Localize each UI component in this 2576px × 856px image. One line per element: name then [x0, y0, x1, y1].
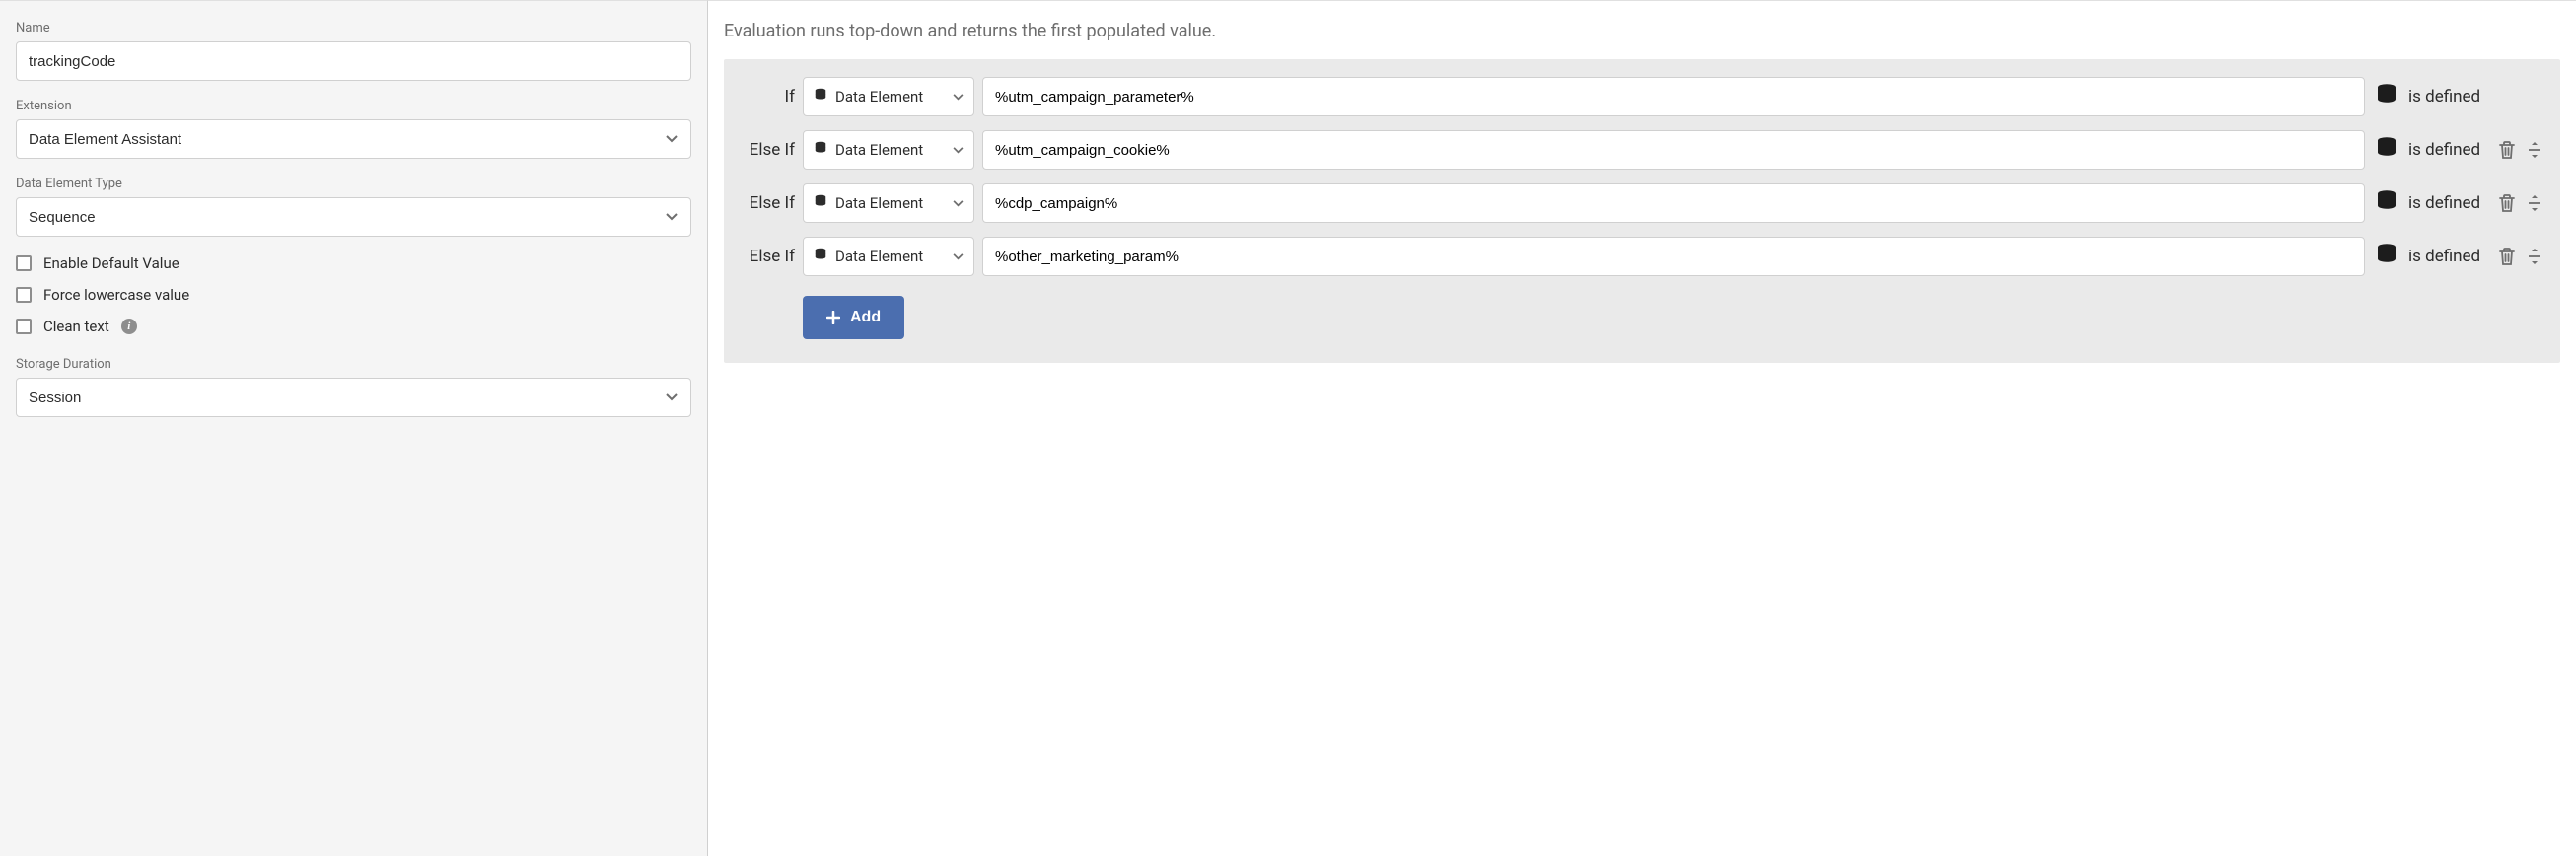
right-panel: Evaluation runs top-down and returns the…: [708, 0, 2576, 856]
database-icon: [814, 248, 827, 265]
condition-label: Else If: [740, 247, 795, 266]
database-picker-icon[interactable]: [2375, 83, 2398, 110]
delete-icon[interactable]: [2497, 140, 2517, 160]
default-value-checkbox-row: Enable Default Value: [16, 254, 691, 272]
name-field-group: Name: [16, 21, 691, 81]
condition-label: Else If: [740, 193, 795, 213]
database-picker-icon[interactable]: [2375, 136, 2398, 164]
condition-label: If: [740, 87, 795, 107]
storage-field-group: Storage Duration: [16, 357, 691, 417]
sequence-block: If Data Element is defined Else If Data …: [724, 59, 2560, 363]
reorder-icon[interactable]: [2525, 140, 2544, 160]
help-text: Evaluation runs top-down and returns the…: [724, 21, 2560, 41]
delete-icon[interactable]: [2497, 247, 2517, 266]
extension-field-group: Extension: [16, 99, 691, 159]
type-select[interactable]: Data Element: [803, 77, 974, 116]
lowercase-label: Force lowercase value: [43, 286, 189, 304]
lowercase-checkbox[interactable]: [16, 287, 32, 303]
name-label: Name: [16, 21, 691, 36]
clean-text-checkbox-row: Clean text i: [16, 318, 691, 335]
chevron-down-icon: [953, 195, 964, 211]
database-icon: [814, 194, 827, 212]
type-select[interactable]: Data Element: [803, 183, 974, 223]
chevron-down-icon: [953, 89, 964, 105]
extension-label: Extension: [16, 99, 691, 113]
type-select[interactable]: [16, 197, 691, 237]
type-select-text: Data Element: [835, 248, 945, 265]
type-select[interactable]: Data Element: [803, 237, 974, 276]
storage-select[interactable]: [16, 378, 691, 417]
defined-text: is defined: [2408, 193, 2489, 213]
database-picker-icon[interactable]: [2375, 189, 2398, 217]
reorder-icon[interactable]: [2525, 193, 2544, 213]
delete-icon[interactable]: [2497, 193, 2517, 213]
extension-select[interactable]: [16, 119, 691, 159]
left-panel: Name Extension Data Element Type Enable …: [0, 0, 708, 856]
condition-label: Else If: [740, 140, 795, 160]
plus-icon: [826, 311, 840, 324]
value-input[interactable]: [982, 77, 2365, 116]
add-button-label: Add: [850, 309, 881, 326]
database-icon: [814, 141, 827, 159]
clean-text-checkbox[interactable]: [16, 319, 32, 334]
type-select[interactable]: Data Element: [803, 130, 974, 170]
sequence-row: Else If Data Element is defined: [740, 183, 2544, 223]
info-icon[interactable]: i: [121, 319, 137, 334]
chevron-down-icon: [953, 142, 964, 158]
defined-text: is defined: [2408, 247, 2489, 266]
add-button[interactable]: Add: [803, 296, 904, 339]
type-select-text: Data Element: [835, 141, 945, 159]
reorder-icon[interactable]: [2525, 247, 2544, 266]
type-select-text: Data Element: [835, 88, 945, 106]
value-input[interactable]: [982, 183, 2365, 223]
clean-text-label: Clean text: [43, 318, 109, 335]
database-picker-icon[interactable]: [2375, 243, 2398, 270]
name-input[interactable]: [16, 41, 691, 81]
type-select-text: Data Element: [835, 194, 945, 212]
type-field-group: Data Element Type: [16, 177, 691, 237]
value-input[interactable]: [982, 130, 2365, 170]
sequence-row: If Data Element is defined: [740, 77, 2544, 116]
value-input[interactable]: [982, 237, 2365, 276]
defined-text: is defined: [2408, 87, 2489, 107]
lowercase-checkbox-row: Force lowercase value: [16, 286, 691, 304]
default-value-checkbox[interactable]: [16, 255, 32, 271]
sequence-row: Else If Data Element is defined: [740, 130, 2544, 170]
storage-label: Storage Duration: [16, 357, 691, 372]
chevron-down-icon: [953, 249, 964, 264]
type-label: Data Element Type: [16, 177, 691, 191]
database-icon: [814, 88, 827, 106]
sequence-row: Else If Data Element is defined: [740, 237, 2544, 276]
defined-text: is defined: [2408, 140, 2489, 160]
default-value-label: Enable Default Value: [43, 254, 179, 272]
